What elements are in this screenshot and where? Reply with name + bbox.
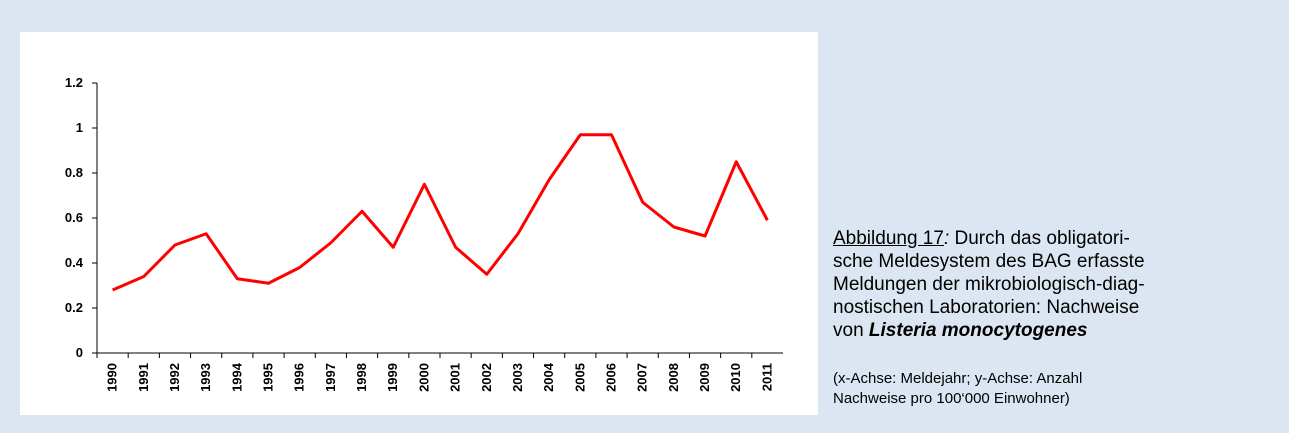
y-tick-label: 0.8 (65, 165, 83, 180)
x-tick-label: 1991 (136, 363, 151, 392)
x-tick-label: 1997 (323, 363, 338, 392)
x-tick-label: 1999 (385, 363, 400, 392)
y-tick-label: 1 (76, 120, 83, 135)
caption: Abbildung 17: Durch das obligatori- sche… (833, 227, 1283, 342)
x-tick-label: 1998 (354, 363, 369, 392)
caption-sep: : (943, 228, 950, 249)
x-tick-label: 2006 (604, 363, 619, 392)
x-tick-label: 2011 (759, 363, 774, 391)
y-tick-label: 1.2 (65, 75, 83, 90)
x-tick-label: 2007 (635, 363, 650, 392)
y-tick-label: 0.2 (65, 300, 83, 315)
x-tick-label: 2000 (416, 363, 431, 392)
x-tick-label: 2004 (541, 362, 556, 392)
x-tick-label: 1993 (198, 363, 213, 392)
y-tick-label: 0 (76, 345, 83, 360)
x-tick-label: 2009 (697, 363, 712, 392)
caption-line: sche Meldesystem des BAG erfasste (833, 251, 1145, 272)
x-tick-label: 2001 (448, 363, 463, 392)
note-line: Nachweise pro 100‘000 Einwohner) (833, 390, 1070, 407)
caption-species: Listeria monocytogenes (868, 320, 1088, 341)
y-tick-label: 0.6 (65, 210, 83, 225)
x-tick-label: 2010 (728, 363, 743, 392)
x-tick-label: 1996 (292, 363, 307, 392)
caption-line: nostischen Laboratorien: Nachweise (833, 297, 1140, 318)
y-tick-label: 0.4 (65, 255, 84, 270)
caption-line: Meldungen der mikrobiologisch-diag- (833, 274, 1145, 295)
caption-text: Durch das obligatori- (954, 228, 1130, 249)
chart-panel (20, 32, 818, 415)
x-tick-label: 2008 (666, 363, 681, 392)
data-line (111, 133, 769, 292)
caption-line: Abbildung 17: Durch das obligatori- (833, 227, 1283, 250)
x-tick-label: 1995 (261, 363, 276, 392)
x-tick-label: 1992 (167, 363, 182, 392)
note-line: (x-Achse: Meldejahr; y-Achse: Anzahl (833, 370, 1083, 387)
x-tick-label: 1994 (229, 362, 244, 392)
caption-line: von Listeria monocytogenes (833, 319, 1283, 342)
caption-label: Abbildung 17 (833, 228, 944, 249)
caption-note: (x-Achse: Meldejahr; y-Achse: Anzahl Nac… (833, 369, 1082, 409)
caption-text: von (833, 320, 864, 341)
x-tick-label: 2005 (572, 363, 587, 392)
x-tick-label: 2002 (479, 363, 494, 392)
x-tick-label: 1990 (105, 363, 120, 392)
x-tick-label: 2003 (510, 363, 525, 392)
